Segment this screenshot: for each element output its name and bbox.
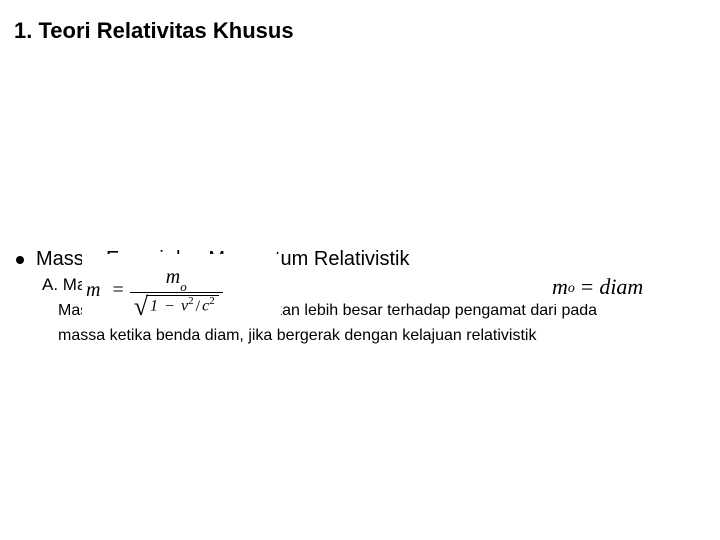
slash: /: [194, 298, 202, 315]
fraction: mo √ 1 − v2/c2: [130, 267, 223, 314]
minus: −: [162, 298, 177, 315]
rest-label: diam: [599, 274, 643, 300]
bullet-icon: [16, 256, 24, 264]
sqrt-body: 1 − v2/c2: [146, 295, 219, 314]
v-sup: 2: [188, 295, 194, 307]
symbol-m: m: [86, 279, 100, 302]
one: 1: [150, 298, 158, 315]
formula-rest-mass: mo = diam: [552, 270, 712, 304]
equals-sign: =: [112, 279, 123, 302]
numerator: mo: [160, 267, 193, 292]
slide: 1. Teori Relativitas Khusus Massa, Energ…: [0, 0, 720, 540]
equals-sign-2: =: [581, 274, 593, 300]
sqrt: √ 1 − v2/c2: [134, 295, 219, 314]
symbol-m0-sub-2: o: [568, 281, 575, 297]
c-sup: 2: [209, 295, 215, 307]
symbol-m0-base-2: m: [552, 274, 568, 300]
symbol-m0-sub: o: [180, 279, 187, 294]
symbol-m0-base: m: [166, 266, 180, 288]
equation-1: m = mo √ 1 − v2/c2: [86, 267, 223, 314]
denominator: √ 1 − v2/c2: [130, 292, 223, 314]
slide-title: 1. Teori Relativitas Khusus: [14, 18, 294, 44]
formula-mass-relativistic: m = mo √ 1 − v2/c2: [82, 254, 281, 328]
